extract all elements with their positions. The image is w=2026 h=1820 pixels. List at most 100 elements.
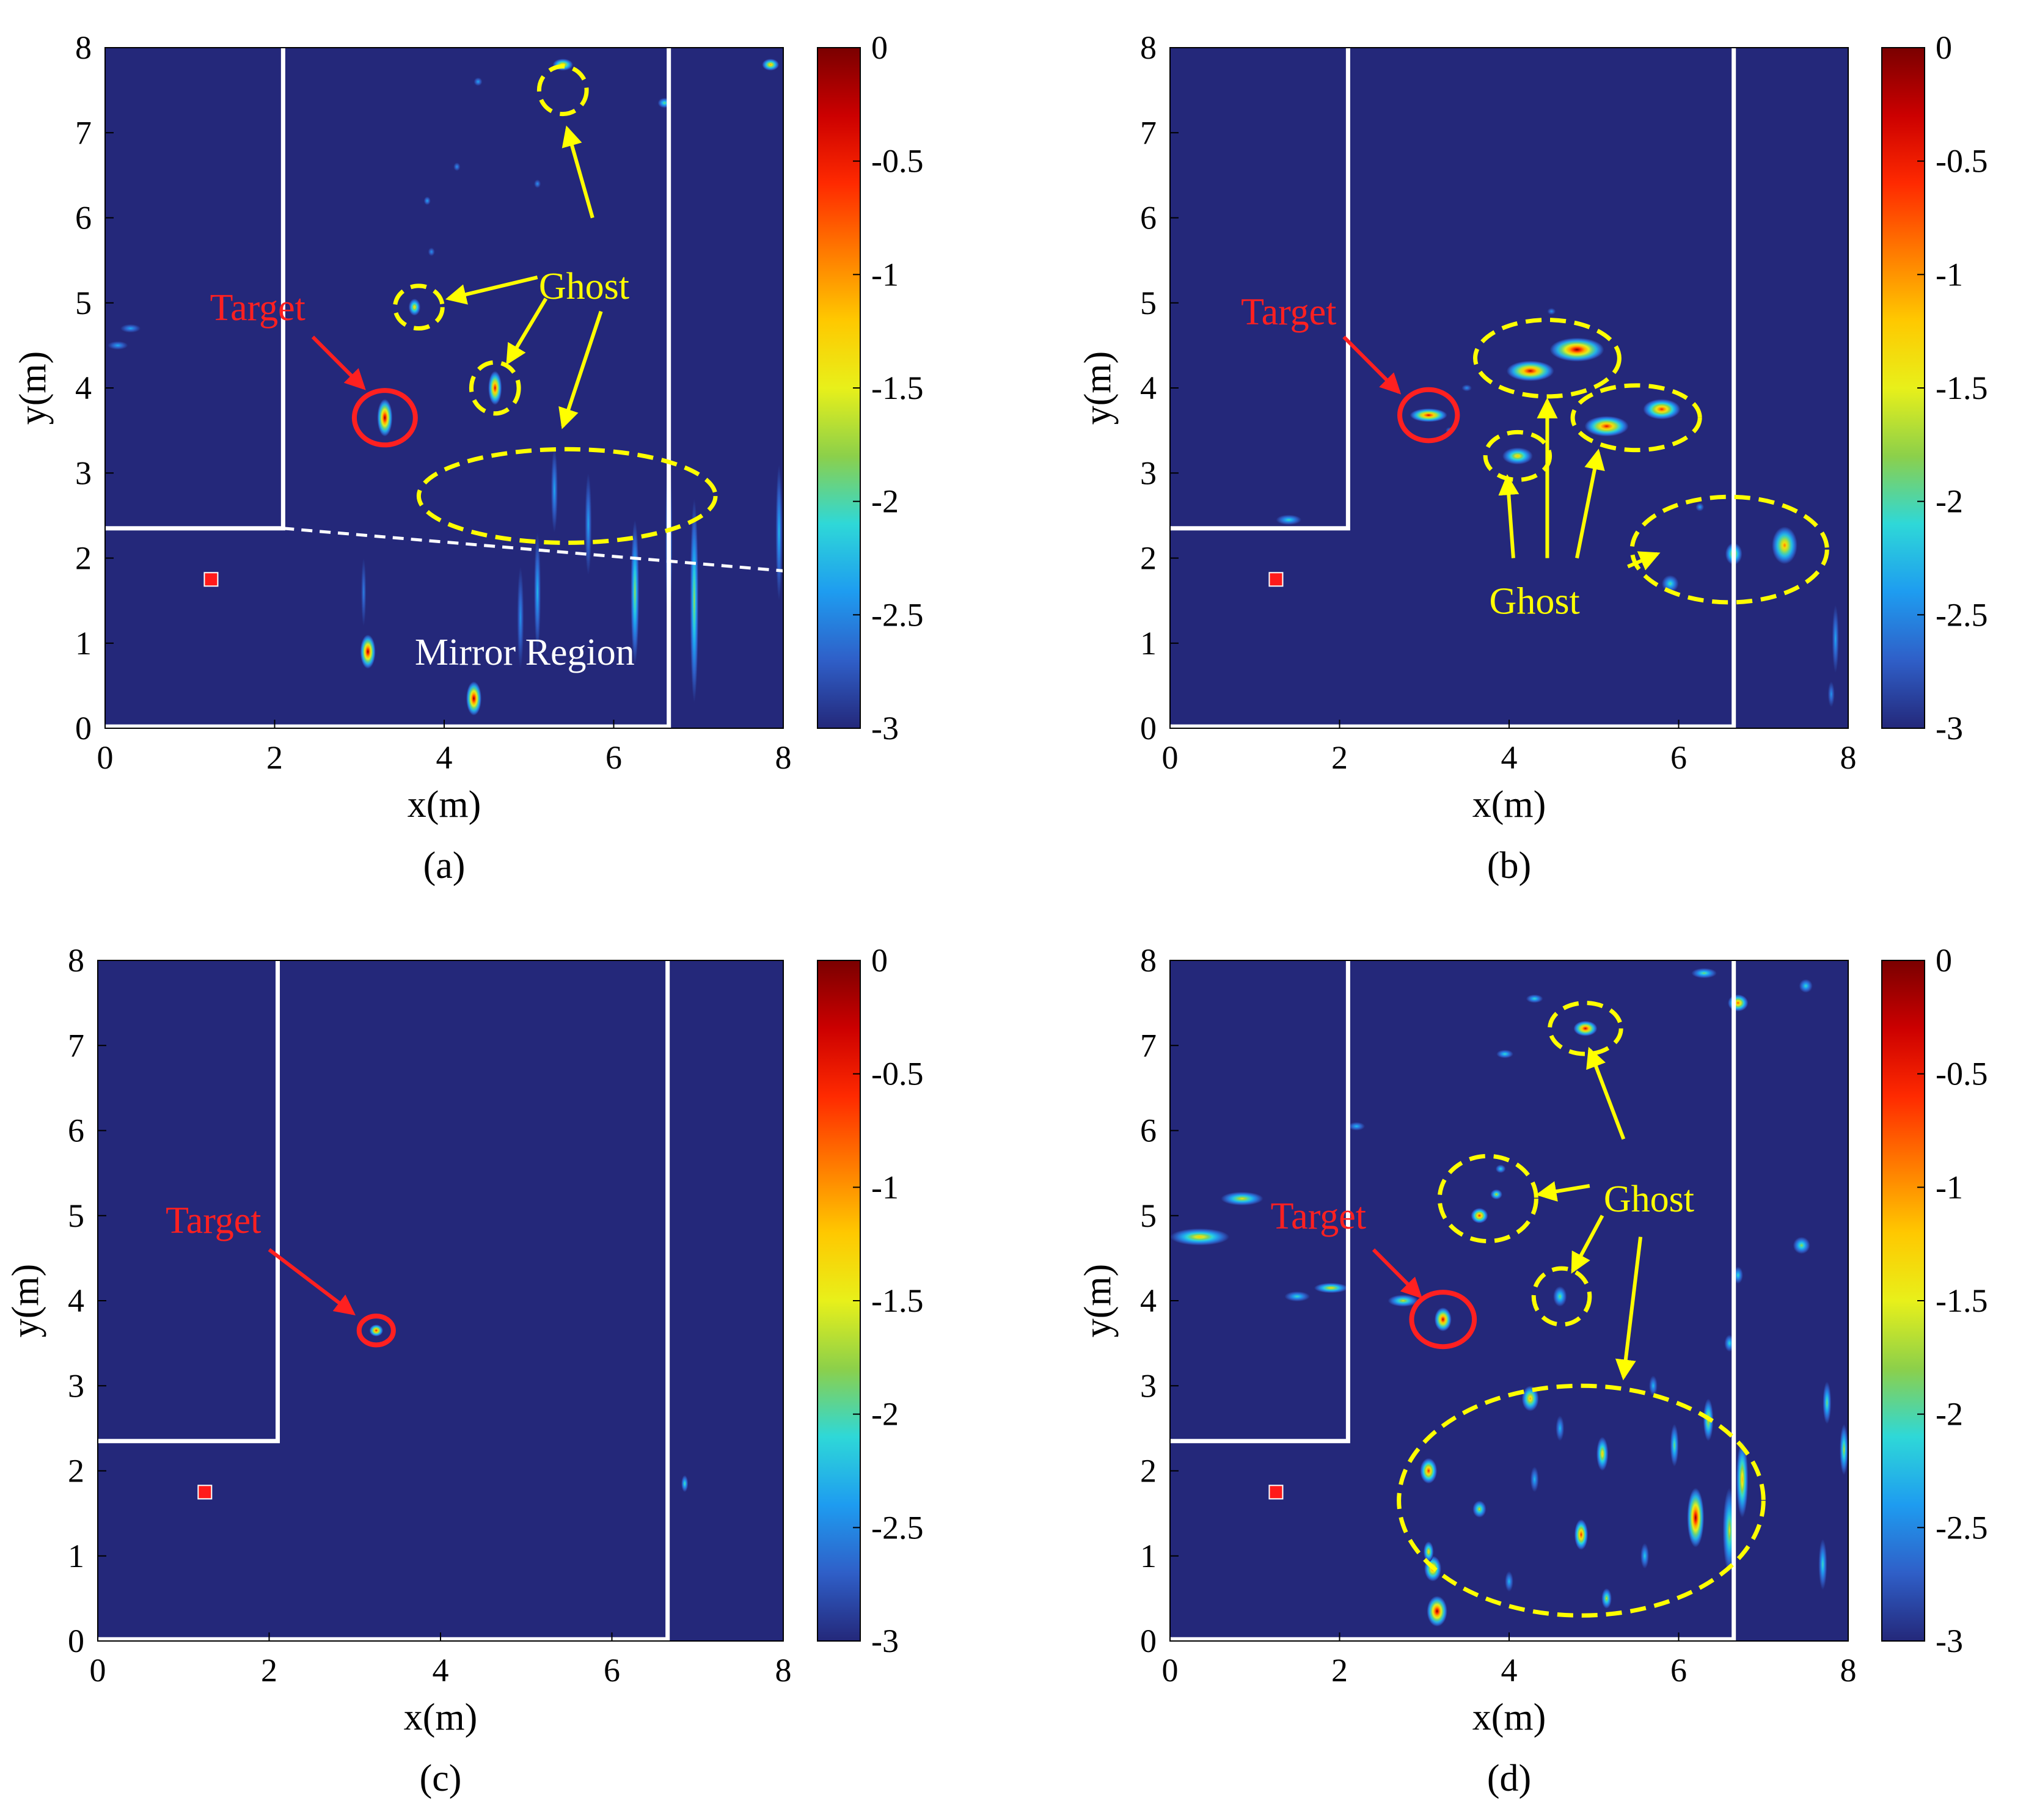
x-tick-label: 0 <box>90 1652 106 1689</box>
x-tick-label: 6 <box>604 1652 620 1689</box>
intensity-blob <box>1314 1282 1348 1293</box>
target-label: Target <box>166 1200 261 1241</box>
radar-marker <box>1268 1485 1284 1500</box>
ghost-arrow <box>445 276 538 305</box>
colorbar-tick-label: -2 <box>1936 483 1963 520</box>
wall-line <box>1170 48 1350 531</box>
intensity-blob <box>1553 1286 1567 1307</box>
intensity-blob <box>1556 1415 1565 1441</box>
y-tick-label: 2 <box>75 540 92 577</box>
intensity-blob <box>1276 514 1302 525</box>
ghost-circle <box>469 360 521 416</box>
ghost-label: Ghost <box>1490 580 1580 622</box>
intensity-blob <box>534 179 541 188</box>
intensity-blob <box>1490 1189 1502 1200</box>
colorbar-tick-label: -1.5 <box>1936 1282 1988 1319</box>
x-tick-label: 8 <box>1840 739 1857 776</box>
panel-c: Target 0 2 4 6 8 0 1 2 3 4 5 6 7 8 x(m) y(m) (c) 0 -0.5 -1 -1… <box>5 942 923 1799</box>
y-tick-label: 4 <box>1140 370 1157 406</box>
colorbar-tick-label: -3 <box>871 710 899 747</box>
ghost-circle <box>1531 1266 1592 1327</box>
colorbar-tick-label: -2 <box>1936 1396 1963 1433</box>
colorbar-tick-label: -3 <box>1936 710 1963 747</box>
colorbar-tick-label: -1 <box>1936 1169 1963 1205</box>
intensity-blob <box>1640 1543 1649 1569</box>
intensity-blob <box>1823 1381 1832 1424</box>
colorbar-tick-label: -1 <box>871 1169 899 1205</box>
intensity-blob <box>631 519 640 665</box>
target-arrow <box>1372 1248 1422 1299</box>
target-label: Target <box>210 287 305 329</box>
intensity-blob <box>1695 502 1705 511</box>
x-axis-label: x(m) <box>1472 1697 1546 1738</box>
target-arrow <box>268 1248 356 1315</box>
y-tick-label: 4 <box>75 370 92 406</box>
ghost-circle <box>1629 494 1829 605</box>
ghost-arrow <box>558 310 603 429</box>
intensity-blob <box>360 634 376 669</box>
target-circle <box>356 1314 396 1348</box>
y-tick-label: 6 <box>1140 200 1157 236</box>
intensity-blob <box>1573 1020 1598 1036</box>
intensity-blob <box>1601 1588 1612 1609</box>
colorbar-tick-label: -2.5 <box>1936 1509 1988 1546</box>
x-tick-label: 2 <box>1331 739 1348 776</box>
intensity-blob <box>1793 1237 1810 1254</box>
ghost-circle <box>536 64 589 117</box>
ghost-arrow <box>1615 1237 1643 1381</box>
colorbar-tick-label: -1.5 <box>871 370 923 406</box>
y-tick-label: 5 <box>68 1197 84 1234</box>
intensity-blob <box>423 196 431 205</box>
y-axis-label: y(m) <box>12 351 54 425</box>
x-tick-label: 4 <box>433 1652 449 1689</box>
target-circle <box>1409 1290 1477 1350</box>
y-tick-label: 1 <box>68 1538 84 1574</box>
intensity-blob <box>1670 1423 1679 1467</box>
panel-label: (a) <box>423 845 466 886</box>
intensity-blob <box>1502 447 1533 465</box>
intensity-blob <box>1170 1228 1230 1246</box>
colorbar-tick-label: -2 <box>871 483 899 520</box>
x-tick-label: 0 <box>1162 1652 1179 1689</box>
intensity-blob <box>681 1475 689 1493</box>
x-axis-label: x(m) <box>404 1697 478 1738</box>
y-tick-label: 7 <box>75 114 92 151</box>
intensity-blob <box>1687 1488 1705 1548</box>
intensity-blob <box>1643 399 1681 420</box>
y-tick-label: 0 <box>1140 1623 1157 1659</box>
x-tick-label: 2 <box>1331 1652 1348 1689</box>
x-tick-label: 0 <box>97 739 114 776</box>
x-tick-label: 2 <box>266 739 283 776</box>
y-tick-label: 2 <box>1140 540 1157 577</box>
y-tick-label: 2 <box>1140 1453 1157 1489</box>
intensity-blob <box>377 399 393 437</box>
colorbar-tick-label: 0 <box>871 29 888 66</box>
ghost-circle <box>1483 429 1552 482</box>
panel-label: (b) <box>1487 845 1531 886</box>
intensity-blob <box>1221 1191 1264 1206</box>
colorbar-tick-label: -1 <box>1936 256 1963 293</box>
intensity-blob <box>762 59 780 71</box>
intensity-blob <box>1505 1571 1513 1592</box>
ghost-arrow <box>561 125 594 219</box>
heatmap-image: Target Ghost <box>1170 960 1848 1641</box>
heatmap-image: Target Ghost <box>1170 48 1839 728</box>
mirror-boundary-line <box>283 527 783 572</box>
ghost-arrow <box>1498 474 1520 558</box>
panel-d: Target Ghost 0 2 4 6 8 0 1 2 3 4 5 6 7 8 x(m) y(m) (d) 0 -0.… <box>1077 942 1988 1799</box>
y-tick-label: 6 <box>1140 1113 1157 1149</box>
colorbar-tick-label: -1.5 <box>1936 370 1988 406</box>
x-tick-label: 6 <box>605 739 622 776</box>
intensity-blob <box>1472 1500 1487 1518</box>
target-label: Target <box>1241 291 1336 333</box>
x-tick-label: 4 <box>436 739 453 776</box>
intensity-blob <box>1420 1458 1438 1484</box>
y-axis-label: y(m) <box>5 1264 46 1338</box>
intensity-blob <box>1410 408 1447 422</box>
y-tick-label: 3 <box>1140 455 1157 491</box>
intensity-blob <box>1727 994 1749 1012</box>
intensity-blob <box>1736 1441 1749 1518</box>
colorbar-tick-label: -3 <box>1936 1623 1963 1659</box>
heatmap-image: Target Ghost Mirror Region <box>105 48 783 728</box>
y-tick-label: 5 <box>1140 285 1157 321</box>
